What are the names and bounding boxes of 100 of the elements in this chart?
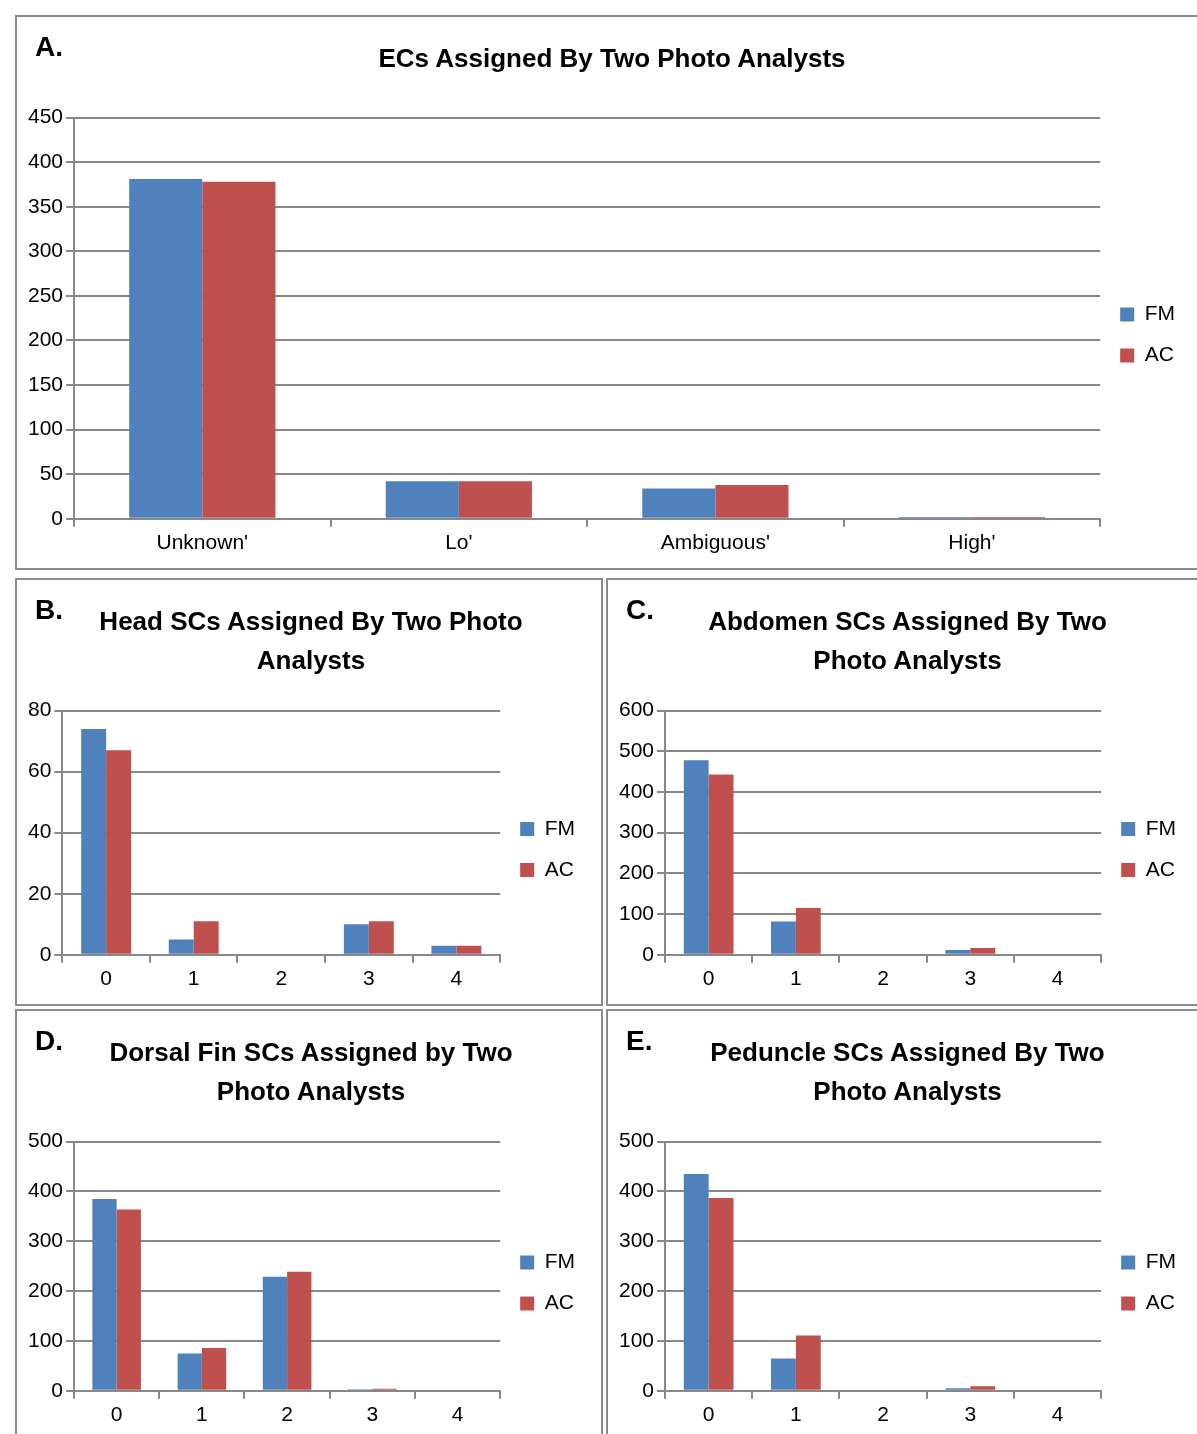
y-tick-label: 450 <box>27 104 64 128</box>
y-tick-label: 100 <box>27 1327 64 1351</box>
x-tick-label: 4 <box>1051 966 1064 990</box>
chart-title: Abdomen SCs Assigned By Two Photo Analysts <box>707 605 1108 677</box>
x-tick-label: 0 <box>100 966 112 990</box>
y-tick-label: 500 <box>27 1128 64 1152</box>
legend-label: AC <box>544 1290 574 1314</box>
bar <box>343 924 369 954</box>
bar <box>193 921 219 954</box>
y-tick-label: 500 <box>618 738 655 762</box>
x-tick-label: 1 <box>187 966 200 990</box>
bar <box>642 488 716 518</box>
bar <box>202 181 276 518</box>
x-tick-label: 0 <box>110 1402 123 1426</box>
y-tick-label: 200 <box>27 327 64 351</box>
y-tick-label: 300 <box>27 1228 64 1252</box>
y-tick-label: 40 <box>28 819 52 843</box>
legend-label: FM <box>544 815 576 839</box>
bar <box>771 1358 796 1390</box>
bar <box>385 481 459 518</box>
legend-label: AC <box>544 856 574 880</box>
y-tick-label: 300 <box>618 1228 655 1252</box>
y-tick-label: 400 <box>27 148 64 172</box>
y-tick-label: 250 <box>27 282 64 306</box>
text: D. <box>35 1025 63 1057</box>
x-tick-label: Ambiguous' <box>660 530 770 554</box>
y-tick-label: 0 <box>51 505 64 529</box>
bar <box>970 947 996 954</box>
x-tick-label: 3 <box>362 966 375 990</box>
bar <box>456 945 482 954</box>
y-tick-label: 500 <box>618 1128 655 1152</box>
x-tick-label: 1 <box>790 1402 802 1426</box>
x-tick-label: 4 <box>1051 1402 1064 1426</box>
legend-label: FM <box>1145 1249 1177 1273</box>
x-tick-label: 4 <box>451 1402 464 1426</box>
legend-label: AC <box>1145 1290 1175 1314</box>
text: A. <box>35 31 63 63</box>
legend-label: AC <box>1144 342 1174 366</box>
bar <box>708 774 734 954</box>
x-tick-label: Lo' <box>445 530 473 554</box>
y-tick-label: 60 <box>28 758 52 782</box>
y-tick-label: 0 <box>642 941 655 965</box>
y-tick-label: 600 <box>618 697 655 721</box>
text: B. <box>35 594 63 626</box>
bar <box>177 1353 202 1390</box>
bar <box>715 484 789 518</box>
bar <box>683 1174 709 1390</box>
y-tick-label: 100 <box>618 1327 655 1351</box>
bar <box>945 949 971 954</box>
x-tick-label: 3 <box>964 1402 977 1426</box>
y-tick-label: 150 <box>27 371 64 395</box>
y-tick-label: 80 <box>28 697 52 721</box>
bar <box>683 760 709 954</box>
y-tick-label: 350 <box>27 193 64 217</box>
bar <box>106 750 132 954</box>
x-tick-label: 1 <box>196 1402 208 1426</box>
x-tick-label: 0 <box>702 966 715 990</box>
chart-title: Head SCs Assigned By Two Photo Analysts <box>98 605 524 677</box>
bar <box>92 1198 117 1390</box>
bar <box>129 179 203 518</box>
x-tick-label: 2 <box>877 966 889 990</box>
bar <box>458 481 532 518</box>
y-tick-label: 200 <box>618 860 655 884</box>
y-tick-label: 200 <box>618 1277 655 1301</box>
y-tick-label: 20 <box>28 880 52 904</box>
bar <box>970 1386 996 1390</box>
legend-label: FM <box>1144 301 1176 325</box>
y-tick-label: 0 <box>51 1377 64 1401</box>
y-tick-label: 400 <box>27 1178 64 1202</box>
x-tick-label: 2 <box>275 966 288 990</box>
x-tick-label: Unknown' <box>156 530 249 554</box>
bar <box>708 1197 734 1390</box>
legend-label: FM <box>1145 815 1177 839</box>
chart-title: Dorsal Fin SCs Assigned by Two Photo Analysts <box>108 1036 514 1108</box>
x-tick-label: High' <box>948 530 996 554</box>
x-tick-label: 0 <box>702 1402 715 1426</box>
x-tick-label: 1 <box>790 966 802 990</box>
y-tick-label: 0 <box>642 1377 655 1401</box>
bar <box>201 1347 227 1390</box>
bar <box>771 921 796 954</box>
bar <box>431 945 457 954</box>
bar <box>262 1276 288 1390</box>
x-tick-label: 3 <box>366 1402 379 1426</box>
x-tick-label: 3 <box>964 966 977 990</box>
y-tick-label: 100 <box>618 900 655 924</box>
y-tick-label: 50 <box>39 461 64 485</box>
bar <box>81 728 107 954</box>
y-tick-label: 200 <box>27 1277 64 1301</box>
legend-label: FM <box>544 1249 576 1273</box>
y-tick-label: 100 <box>27 416 64 440</box>
x-tick-label: 4 <box>450 966 463 990</box>
y-tick-label: 400 <box>618 778 655 802</box>
x-tick-label: 2 <box>281 1402 293 1426</box>
bar <box>368 921 394 954</box>
chart-title: ECs Assigned By Two Photo Analysts <box>377 42 847 75</box>
bar <box>116 1209 141 1390</box>
legend-label: AC <box>1145 856 1175 880</box>
chart-title: Peduncle SCs Assigned By Two Photo Analysts <box>709 1036 1106 1108</box>
bar <box>795 1335 821 1390</box>
y-tick-label: 300 <box>27 238 64 262</box>
